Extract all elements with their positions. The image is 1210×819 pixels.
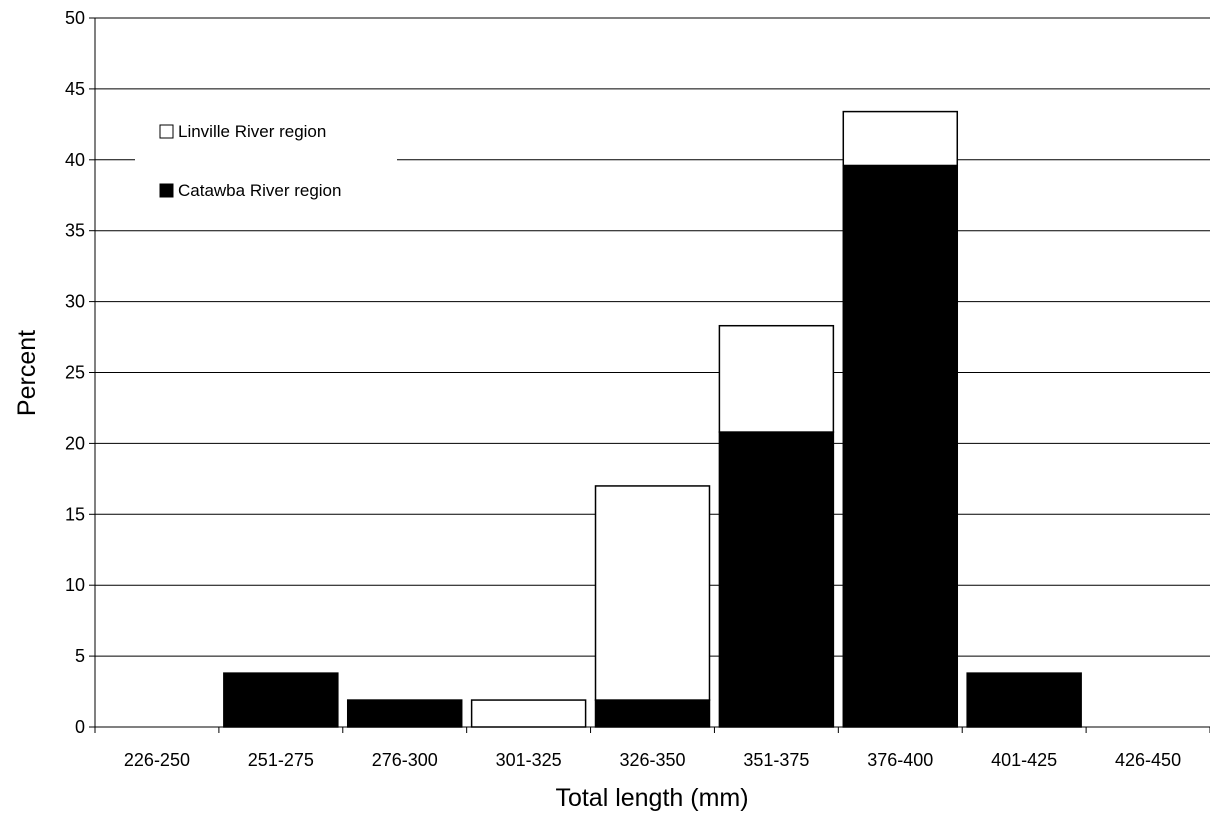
bar-linville-351-375 [718,324,835,433]
legend: Linville River region Catawba River regi… [135,108,397,213]
legend-swatch-linville [159,124,174,139]
legend-label-linville: Linville River region [178,122,326,141]
legend-background [135,108,397,213]
x-tick-label: 326-350 [619,750,685,770]
x-tick-label: 276-300 [372,750,438,770]
bar-linville-376-400 [842,110,959,167]
x-tick-label: 226-250 [124,750,190,770]
x-tick-label: 351-375 [743,750,809,770]
bar-catawba-401-425 [966,672,1082,728]
gridlines [95,17,1210,657]
bar-catawba-351-375 [718,431,835,728]
y-axis-title: Percent [13,330,41,416]
x-tick-label: 251-275 [248,750,314,770]
y-tick-label: 50 [65,8,85,28]
x-axis-title: Total length (mm) [555,784,748,812]
x-tick-label: 426-450 [1115,750,1181,770]
legend-label-catawba: Catawba River region [178,181,341,200]
x-tick-label: 301-325 [496,750,562,770]
x-tick-label: 376-400 [867,750,933,770]
y-tick-label: 10 [65,575,85,595]
y-tick-label: 45 [65,79,85,99]
y-tick-label: 35 [65,221,85,241]
bar-catawba-276-300 [346,699,463,728]
bar-linville-301-325 [470,699,587,728]
y-tick-label: 40 [65,150,85,170]
y-ticks: 0 5 10 15 20 25 30 35 40 45 50 [65,8,95,737]
x-tick-label: 401-425 [991,750,1057,770]
y-tick-label: 0 [75,717,85,737]
y-tick-label: 5 [75,646,85,666]
bar-catawba-251-275 [223,672,339,728]
legend-swatch-catawba [159,183,174,198]
y-tick-label: 30 [65,292,85,312]
x-ticks: 226-250 251-275 276-300 301-325 326-350 351-3… [94,727,1210,770]
bar-linville-326-350 [594,485,711,701]
bar-catawba-326-350 [594,699,711,728]
y-tick-label: 25 [65,363,85,383]
y-tick-label: 20 [65,433,85,453]
y-tick-label: 15 [65,504,85,524]
bar-catawba-376-400 [842,164,959,728]
